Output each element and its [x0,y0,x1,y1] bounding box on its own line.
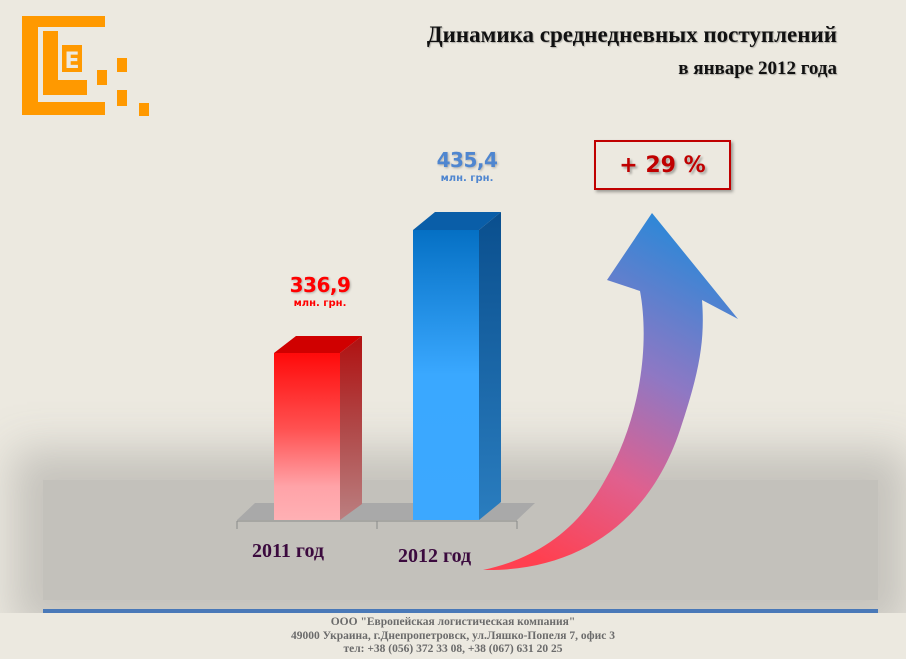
bar-unit-2012: млн. грн. [440,173,494,184]
footer [0,613,906,659]
bar-2012 [413,212,501,520]
company-logo: E [22,16,149,116]
logo-letter: E [64,49,79,74]
x-axis-label-2011: 2011 год [252,540,325,562]
bar-value-label-2011: 336,9 млн. грн. [270,273,370,309]
bar-value-2012: 435,4 [436,148,498,172]
bar-2011 [274,336,362,520]
footer-phone: тел: +38 (056) 372 33 08, +38 (067) 631 … [343,643,563,655]
bar-unit-2011: млн. грн. [293,298,347,309]
growth-badge: + 29 % [594,140,731,190]
growth-arrow [483,213,738,571]
footer-company: ООО "Европейская логистическая компания" [330,616,576,628]
bar-value-label-2012: 435,4 млн. грн. [417,148,517,184]
footer-divider [43,609,878,613]
footer-contacts: ООО "Европейская логистическая компания"… [0,616,906,657]
page-subtitle: в январе 2012 года [678,58,837,79]
footer-address: 49000 Украина, г.Днепропетровск, ул.Ляшк… [291,629,615,642]
bar-value-2011: 336,9 [289,273,351,297]
growth-percent: + 29 % [619,152,706,178]
x-axis-label-2012: 2012 год [398,545,472,567]
page-title: Динамика среднедневных поступлений [426,22,837,47]
